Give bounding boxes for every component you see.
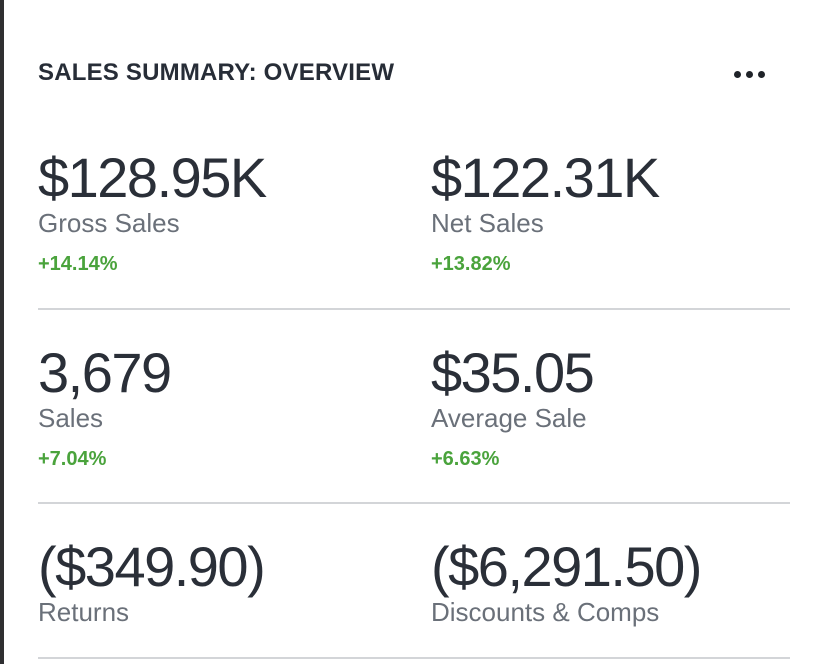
metric-label: Average Sale <box>431 403 587 433</box>
metric-label: Discounts & Comps <box>431 597 660 627</box>
metric-change: +14.14% <box>38 253 118 275</box>
card-title: SALES SUMMARY: OVERVIEW <box>38 59 395 86</box>
metric-value: 3,679 <box>38 341 172 404</box>
metric-net-sales[interactable]: $122.31K Net Sales +13.82% <box>431 148 791 276</box>
metric-change: +13.82% <box>431 253 511 275</box>
row-divider <box>38 502 790 504</box>
more-dot <box>757 70 765 78</box>
metric-label: Returns <box>38 597 130 627</box>
more-horizontal-icon <box>733 70 741 78</box>
metric-value: $122.31K <box>431 146 660 209</box>
metric-gross-sales[interactable]: $128.95K Gross Sales +14.14% <box>38 148 398 276</box>
metric-change: +7.04% <box>38 448 107 470</box>
row-divider <box>38 308 790 310</box>
more-options-button[interactable] <box>730 61 768 87</box>
metric-value: $35.05 <box>431 341 595 404</box>
card-header: SALES SUMMARY: OVERVIEW <box>38 57 790 89</box>
sales-summary-card: SALES SUMMARY: OVERVIEW $128.95K Gross S… <box>38 0 790 664</box>
metric-label: Sales <box>38 403 104 433</box>
window-edge <box>0 0 4 664</box>
metric-label: Net Sales <box>431 208 544 238</box>
more-dot <box>745 70 753 78</box>
metric-average-sale[interactable]: $35.05 Average Sale +6.63% <box>431 343 791 471</box>
metric-returns[interactable]: ($349.90) Returns <box>38 535 398 628</box>
metric-value: $128.95K <box>38 146 267 209</box>
metric-discounts-comps[interactable]: ($6,291.50) Discounts & Comps <box>431 535 791 628</box>
row-divider <box>38 657 790 659</box>
metric-label: Gross Sales <box>38 208 180 238</box>
metric-sales[interactable]: 3,679 Sales +7.04% <box>38 343 398 471</box>
metric-change: +6.63% <box>431 448 500 470</box>
metric-value: ($6,291.50) <box>431 535 702 598</box>
metric-value: ($349.90) <box>38 535 266 598</box>
